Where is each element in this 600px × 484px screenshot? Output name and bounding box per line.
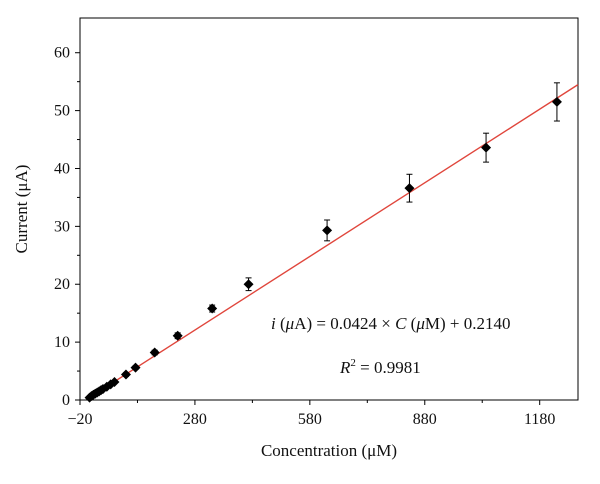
y-tick-label: 20	[54, 276, 70, 293]
plot-area-frame	[79, 17, 579, 401]
data-points	[84, 96, 562, 403]
data-point	[481, 142, 492, 153]
x-tick-label: 880	[413, 411, 437, 428]
fit-line	[87, 84, 579, 400]
data-point	[109, 377, 120, 388]
data-point	[404, 183, 415, 194]
data-point	[149, 347, 160, 358]
x-tick-label: −20	[67, 411, 92, 428]
y-tick-label: 40	[54, 160, 70, 177]
data-point	[172, 330, 183, 341]
data-point	[551, 96, 562, 107]
x-tick-label: 580	[298, 411, 322, 428]
x-axis: −20 280 580 880 1180	[67, 400, 555, 428]
y-tick-label: 0	[62, 392, 70, 409]
y-axis-label: Current (μA)	[12, 165, 31, 254]
y-tick-label: 60	[54, 45, 70, 62]
r-squared: R2 = 0.9981	[339, 357, 421, 377]
y-tick-label: 10	[54, 334, 70, 351]
data-point	[243, 279, 254, 290]
data-point	[130, 362, 141, 373]
data-point	[207, 303, 218, 314]
x-tick-label: 280	[183, 411, 207, 428]
y-tick-label: 50	[54, 103, 70, 120]
data-point	[120, 369, 131, 380]
y-tick-label: 30	[54, 218, 70, 235]
x-axis-label: Concentration (μM)	[261, 441, 397, 460]
fit-equation: i (μA) = 0.0424 × C (μM) + 0.2140	[271, 314, 511, 333]
x-tick-label: 1180	[524, 411, 555, 428]
y-axis: 0 10 20 30 40 50 60	[54, 45, 80, 409]
data-point	[322, 225, 333, 236]
